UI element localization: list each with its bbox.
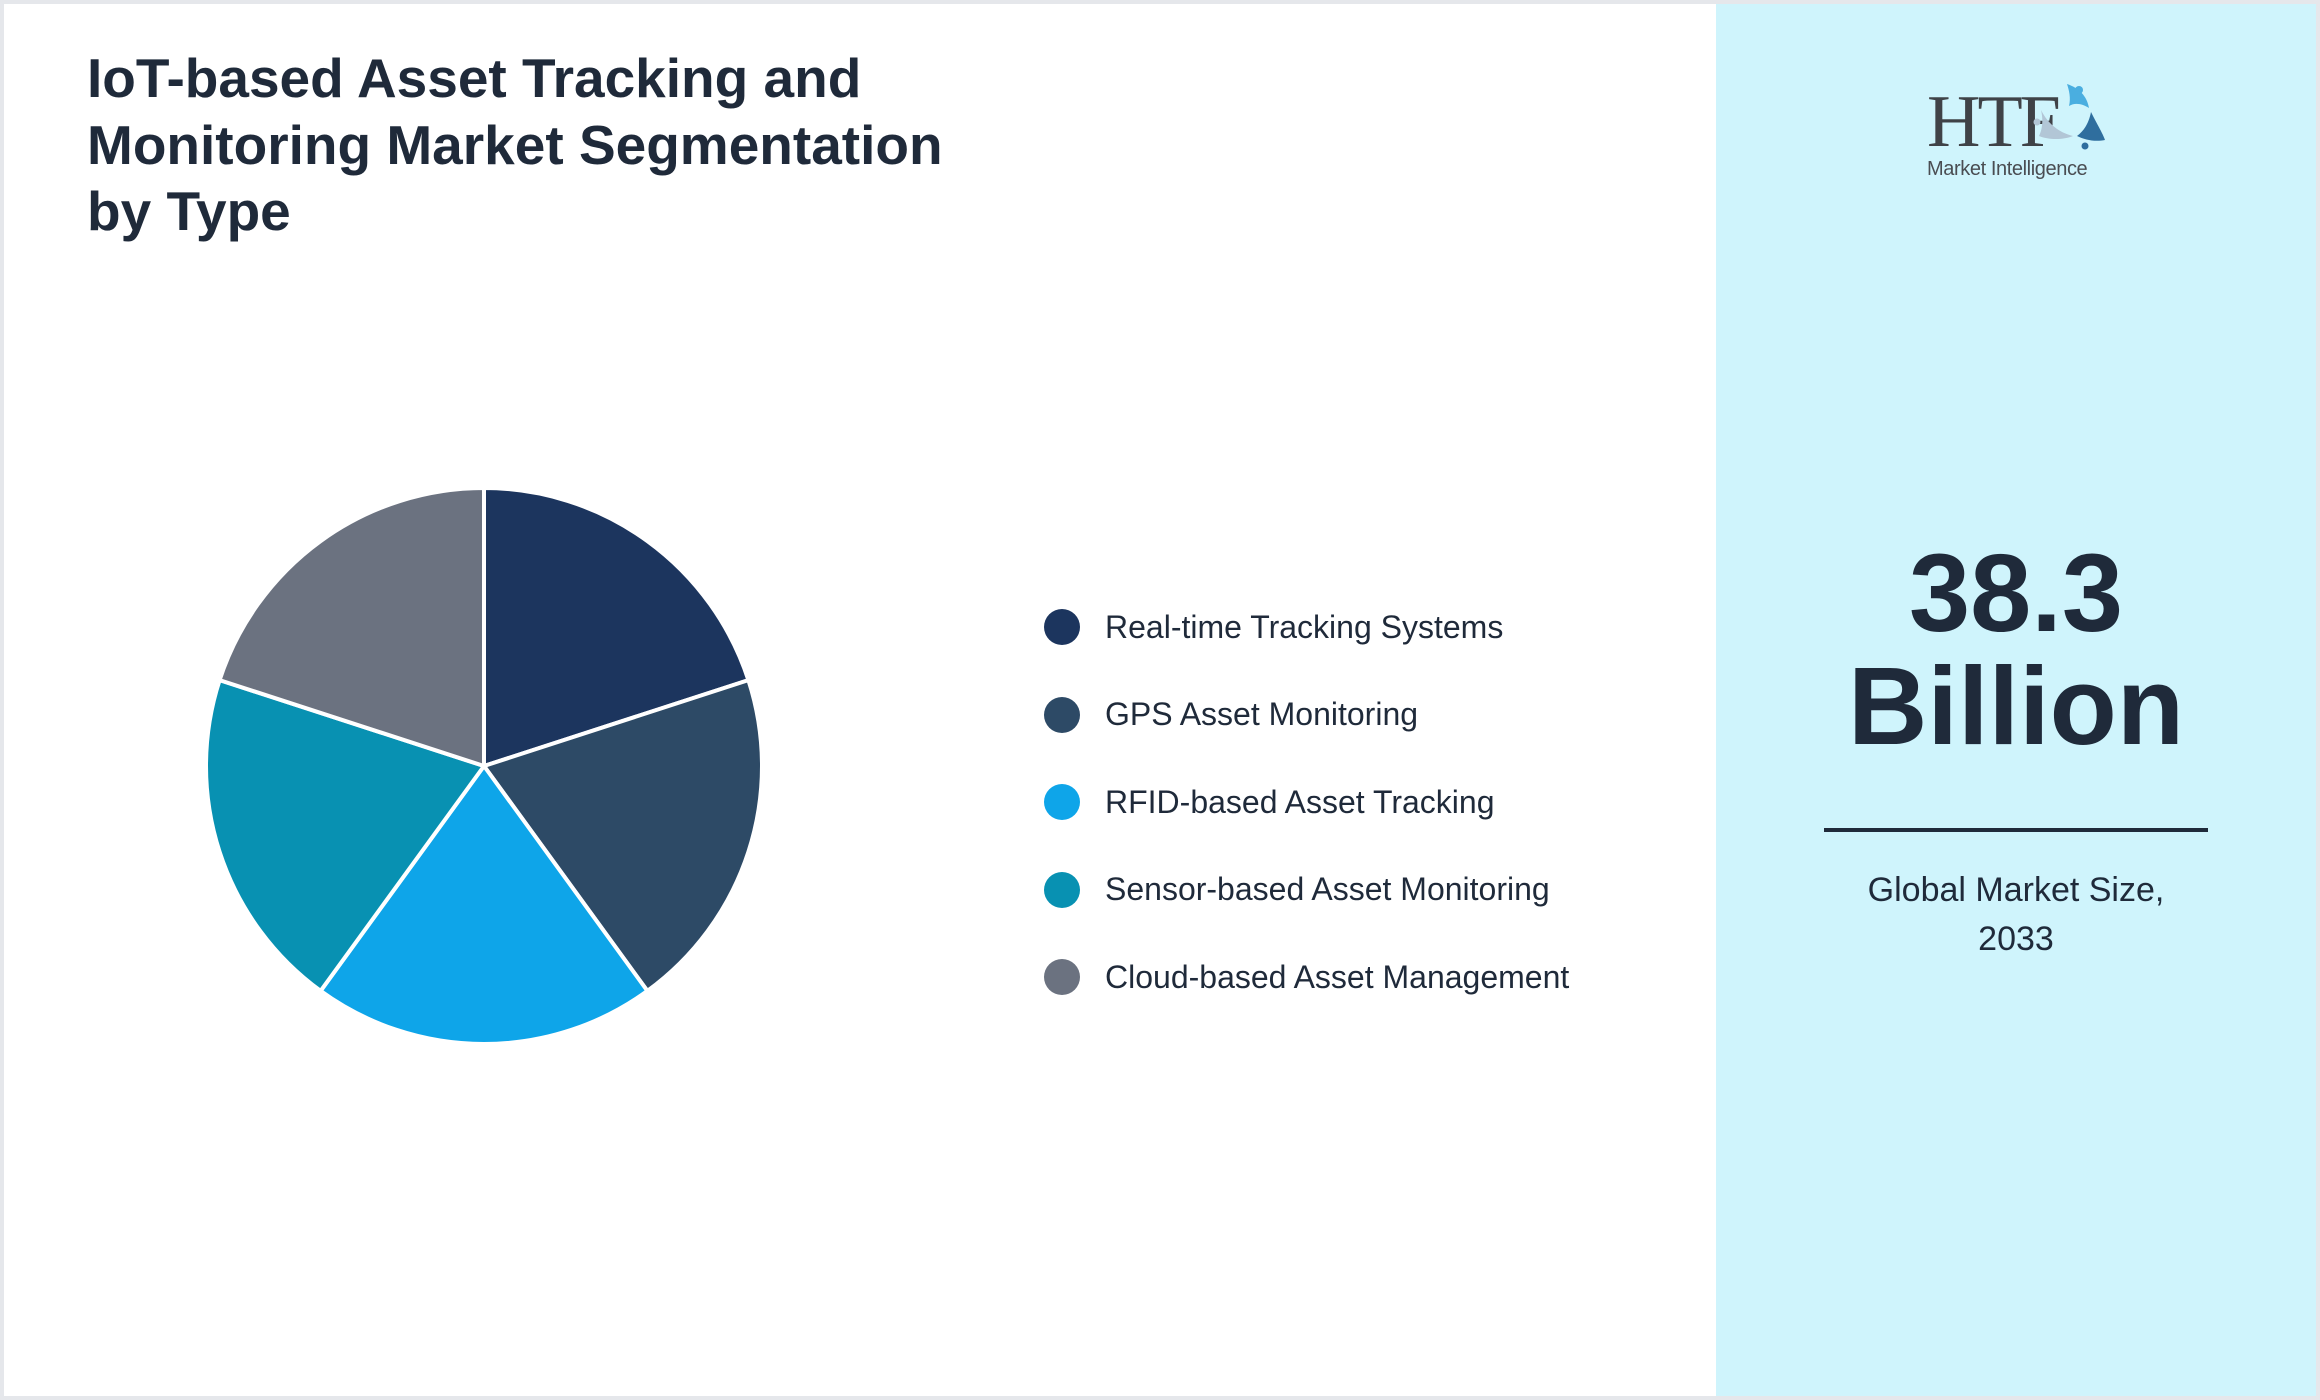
caption-line-2: 2033 [1978, 920, 2054, 958]
legend-label: GPS Asset Monitoring [1105, 696, 1419, 732]
market-size-value: 38.3 Billion [1716, 537, 2316, 763]
logo-subtitle: Market Intelligence [1927, 158, 2088, 180]
legend-item: RFID-based Asset Tracking [1044, 776, 1569, 828]
chart-title-line-2: Monitoring Market Segmentation [87, 113, 943, 176]
legend-label: Real-time Tracking Systems [1105, 608, 1504, 645]
legend-swatch-dot [1044, 784, 1080, 820]
legend-item: Sensor-based Asset Monitoring [1044, 864, 1569, 916]
legend-item: GPS Asset Monitoring [1044, 689, 1569, 741]
legend-label: Sensor-based Asset Monitoring [1105, 871, 1550, 907]
pie-slice: Cloud-based Asset Management: 20% [217, 486, 486, 768]
chart-title-line-3: by Type [87, 180, 291, 242]
caption-line-1: Global Market Size, [1867, 871, 2165, 909]
chart-area: IoT-based Asset Tracking and Monitoring … [4, 4, 1716, 1396]
legend-swatch-dot [1044, 871, 1080, 908]
pie-chart: Real-time Tracking Systems: 20%GPS Asset… [204, 486, 764, 1046]
market-size-unit: Billion [1847, 645, 2185, 768]
market-size-number: 38.3 [1908, 532, 2124, 655]
pie-slice: RFID-based Asset Tracking: 20% [318, 764, 650, 1046]
legend-label: Cloud-based Asset Management [1105, 958, 1570, 995]
legend-swatch-dot [1044, 696, 1080, 733]
chart-title: IoT-based Asset Tracking and Monitoring … [87, 45, 987, 245]
legend-item: Cloud-based Asset Management [1044, 951, 1569, 1003]
legend-swatch-dot [1044, 959, 1080, 995]
logo-figures-icon [2033, 84, 2105, 150]
market-size-panel: HTF Market Intelligence 38.3 Billion Glo… [1716, 4, 2316, 1396]
divider-line [1824, 828, 2208, 832]
legend-item: Real-time Tracking Systems [1044, 601, 1569, 653]
pie-slice: Real-time Tracking Systems: 20% [482, 486, 751, 768]
pie-slice: Sensor-based Asset Monitoring: 20% [204, 678, 486, 993]
pie-slice: GPS Asset Monitoring: 20% [482, 678, 764, 993]
htf-logo: HTF Market Intelligence [1927, 82, 2107, 182]
page-frame: IoT-based Asset Tracking and Monitoring … [4, 4, 2316, 1396]
legend-swatch-dot [1044, 609, 1080, 645]
legend-label: RFID-based Asset Tracking [1105, 783, 1495, 820]
chart-legend: Real-time Tracking Systems GPS Asset Mon… [1044, 601, 1569, 1039]
chart-title-line-1: IoT-based Asset Tracking and [87, 47, 862, 109]
market-size-caption: Global Market Size, 2033 [1716, 866, 2316, 964]
